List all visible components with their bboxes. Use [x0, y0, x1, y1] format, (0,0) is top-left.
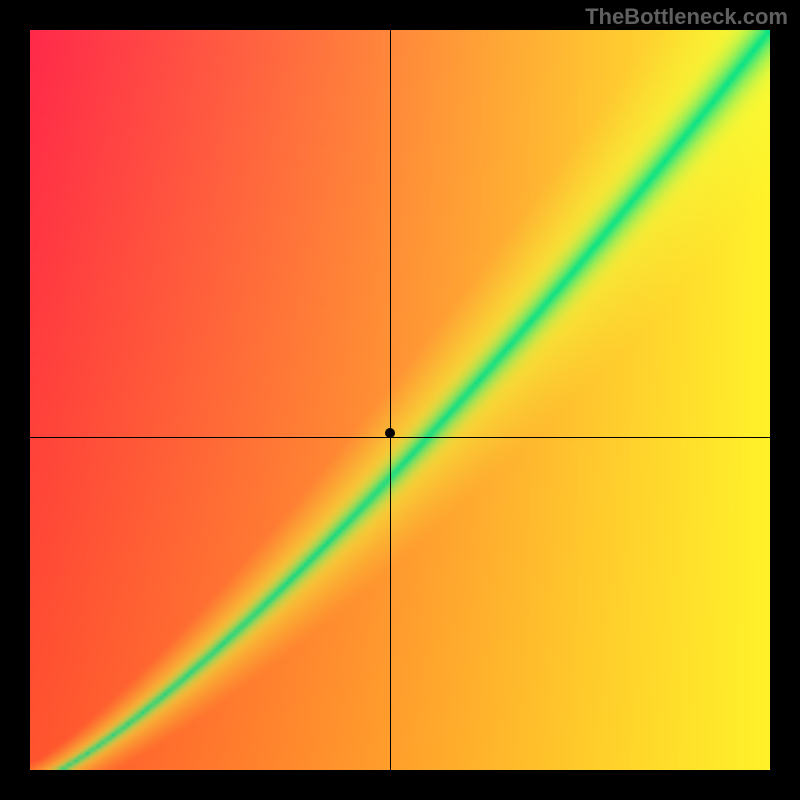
- heatmap-plot-area: [30, 30, 770, 770]
- heatmap-canvas: [30, 30, 770, 770]
- watermark-text: TheBottleneck.com: [585, 4, 788, 30]
